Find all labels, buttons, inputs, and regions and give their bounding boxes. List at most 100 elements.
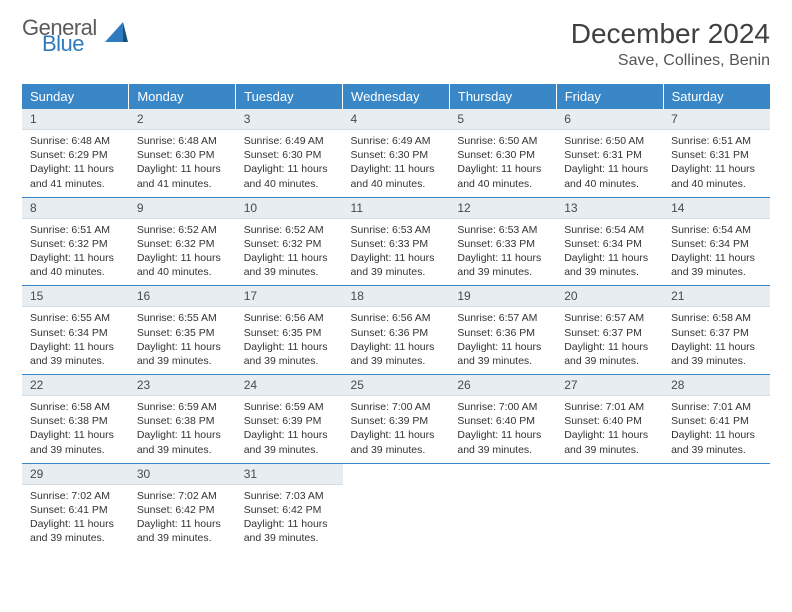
daylight-line: Daylight: 11 hours and 39 minutes.	[244, 517, 335, 545]
day-number: 19	[449, 286, 556, 307]
day-details: Sunrise: 6:57 AMSunset: 6:37 PMDaylight:…	[556, 307, 663, 374]
sunrise-line: Sunrise: 6:48 AM	[30, 134, 121, 148]
day-number: 8	[22, 198, 129, 219]
calendar-day-cell: 3Sunrise: 6:49 AMSunset: 6:30 PMDaylight…	[236, 109, 343, 197]
sunset-line: Sunset: 6:39 PM	[244, 414, 335, 428]
day-details: Sunrise: 6:49 AMSunset: 6:30 PMDaylight:…	[343, 130, 450, 197]
calendar-day-cell: 8Sunrise: 6:51 AMSunset: 6:32 PMDaylight…	[22, 197, 129, 286]
day-number: 2	[129, 109, 236, 130]
daylight-line: Daylight: 11 hours and 39 minutes.	[564, 251, 655, 279]
calendar-day-cell: 6Sunrise: 6:50 AMSunset: 6:31 PMDaylight…	[556, 109, 663, 197]
daylight-line: Daylight: 11 hours and 39 minutes.	[457, 251, 548, 279]
calendar-day-cell: 19Sunrise: 6:57 AMSunset: 6:36 PMDayligh…	[449, 286, 556, 375]
day-details: Sunrise: 6:53 AMSunset: 6:33 PMDaylight:…	[343, 219, 450, 286]
sunset-line: Sunset: 6:30 PM	[351, 148, 442, 162]
day-number: 10	[236, 198, 343, 219]
sunrise-line: Sunrise: 6:58 AM	[30, 400, 121, 414]
sunrise-line: Sunrise: 6:54 AM	[564, 223, 655, 237]
calendar-day-cell: 31Sunrise: 7:03 AMSunset: 6:42 PMDayligh…	[236, 463, 343, 551]
daylight-line: Daylight: 11 hours and 39 minutes.	[457, 428, 548, 456]
calendar-day-cell: 11Sunrise: 6:53 AMSunset: 6:33 PMDayligh…	[343, 197, 450, 286]
day-number: 11	[343, 198, 450, 219]
day-number: 14	[663, 198, 770, 219]
calendar-day-cell: 21Sunrise: 6:58 AMSunset: 6:37 PMDayligh…	[663, 286, 770, 375]
day-number: 26	[449, 375, 556, 396]
calendar-day-cell: 24Sunrise: 6:59 AMSunset: 6:39 PMDayligh…	[236, 375, 343, 464]
daylight-line: Daylight: 11 hours and 39 minutes.	[30, 517, 121, 545]
sunset-line: Sunset: 6:30 PM	[457, 148, 548, 162]
day-number: 13	[556, 198, 663, 219]
day-details: Sunrise: 7:00 AMSunset: 6:40 PMDaylight:…	[449, 396, 556, 463]
daylight-line: Daylight: 11 hours and 41 minutes.	[137, 162, 228, 190]
day-header: Friday	[556, 84, 663, 109]
daylight-line: Daylight: 11 hours and 40 minutes.	[244, 162, 335, 190]
sunset-line: Sunset: 6:39 PM	[351, 414, 442, 428]
daylight-line: Daylight: 11 hours and 40 minutes.	[564, 162, 655, 190]
day-details: Sunrise: 6:52 AMSunset: 6:32 PMDaylight:…	[236, 219, 343, 286]
calendar-day-cell	[449, 463, 556, 551]
day-details: Sunrise: 6:56 AMSunset: 6:35 PMDaylight:…	[236, 307, 343, 374]
calendar-day-cell: 16Sunrise: 6:55 AMSunset: 6:35 PMDayligh…	[129, 286, 236, 375]
sunrise-line: Sunrise: 6:50 AM	[564, 134, 655, 148]
sunrise-line: Sunrise: 6:49 AM	[244, 134, 335, 148]
day-details: Sunrise: 6:57 AMSunset: 6:36 PMDaylight:…	[449, 307, 556, 374]
calendar-day-cell: 22Sunrise: 6:58 AMSunset: 6:38 PMDayligh…	[22, 375, 129, 464]
day-number: 16	[129, 286, 236, 307]
sunrise-line: Sunrise: 6:59 AM	[244, 400, 335, 414]
sunset-line: Sunset: 6:38 PM	[137, 414, 228, 428]
sunrise-line: Sunrise: 6:56 AM	[351, 311, 442, 325]
sunrise-line: Sunrise: 7:03 AM	[244, 489, 335, 503]
day-number: 20	[556, 286, 663, 307]
daylight-line: Daylight: 11 hours and 39 minutes.	[137, 428, 228, 456]
day-number: 31	[236, 464, 343, 485]
daylight-line: Daylight: 11 hours and 40 minutes.	[30, 251, 121, 279]
sunrise-line: Sunrise: 6:53 AM	[457, 223, 548, 237]
sunrise-line: Sunrise: 6:56 AM	[244, 311, 335, 325]
sunrise-line: Sunrise: 6:59 AM	[137, 400, 228, 414]
day-number: 3	[236, 109, 343, 130]
sunset-line: Sunset: 6:31 PM	[564, 148, 655, 162]
sunrise-line: Sunrise: 6:50 AM	[457, 134, 548, 148]
day-details: Sunrise: 6:48 AMSunset: 6:30 PMDaylight:…	[129, 130, 236, 197]
day-details: Sunrise: 6:48 AMSunset: 6:29 PMDaylight:…	[22, 130, 129, 197]
day-number: 17	[236, 286, 343, 307]
day-details: Sunrise: 7:00 AMSunset: 6:39 PMDaylight:…	[343, 396, 450, 463]
daylight-line: Daylight: 11 hours and 39 minutes.	[137, 340, 228, 368]
calendar-table: SundayMondayTuesdayWednesdayThursdayFrid…	[22, 84, 770, 551]
brand-logo: General Blue	[22, 18, 129, 54]
calendar-day-cell	[343, 463, 450, 551]
day-header: Tuesday	[236, 84, 343, 109]
calendar-day-cell: 17Sunrise: 6:56 AMSunset: 6:35 PMDayligh…	[236, 286, 343, 375]
sunrise-line: Sunrise: 6:48 AM	[137, 134, 228, 148]
sunrise-line: Sunrise: 7:02 AM	[137, 489, 228, 503]
sunset-line: Sunset: 6:38 PM	[30, 414, 121, 428]
day-details: Sunrise: 7:03 AMSunset: 6:42 PMDaylight:…	[236, 485, 343, 552]
sunset-line: Sunset: 6:32 PM	[137, 237, 228, 251]
sunset-line: Sunset: 6:33 PM	[457, 237, 548, 251]
brand-sail-icon	[103, 18, 129, 51]
day-number: 24	[236, 375, 343, 396]
sunrise-line: Sunrise: 6:52 AM	[244, 223, 335, 237]
sunset-line: Sunset: 6:40 PM	[457, 414, 548, 428]
calendar-day-cell: 27Sunrise: 7:01 AMSunset: 6:40 PMDayligh…	[556, 375, 663, 464]
day-number: 30	[129, 464, 236, 485]
day-header: Saturday	[663, 84, 770, 109]
calendar-day-cell: 15Sunrise: 6:55 AMSunset: 6:34 PMDayligh…	[22, 286, 129, 375]
day-details: Sunrise: 6:52 AMSunset: 6:32 PMDaylight:…	[129, 219, 236, 286]
day-number: 18	[343, 286, 450, 307]
day-number: 27	[556, 375, 663, 396]
day-details: Sunrise: 6:54 AMSunset: 6:34 PMDaylight:…	[663, 219, 770, 286]
day-details: Sunrise: 6:54 AMSunset: 6:34 PMDaylight:…	[556, 219, 663, 286]
sunset-line: Sunset: 6:32 PM	[30, 237, 121, 251]
day-header: Wednesday	[343, 84, 450, 109]
daylight-line: Daylight: 11 hours and 39 minutes.	[671, 251, 762, 279]
sunrise-line: Sunrise: 6:52 AM	[137, 223, 228, 237]
sunset-line: Sunset: 6:41 PM	[671, 414, 762, 428]
sunset-line: Sunset: 6:34 PM	[30, 326, 121, 340]
daylight-line: Daylight: 11 hours and 39 minutes.	[30, 428, 121, 456]
daylight-line: Daylight: 11 hours and 39 minutes.	[244, 340, 335, 368]
day-details: Sunrise: 6:59 AMSunset: 6:38 PMDaylight:…	[129, 396, 236, 463]
calendar-day-cell: 26Sunrise: 7:00 AMSunset: 6:40 PMDayligh…	[449, 375, 556, 464]
day-details: Sunrise: 6:51 AMSunset: 6:31 PMDaylight:…	[663, 130, 770, 197]
calendar-day-cell: 25Sunrise: 7:00 AMSunset: 6:39 PMDayligh…	[343, 375, 450, 464]
